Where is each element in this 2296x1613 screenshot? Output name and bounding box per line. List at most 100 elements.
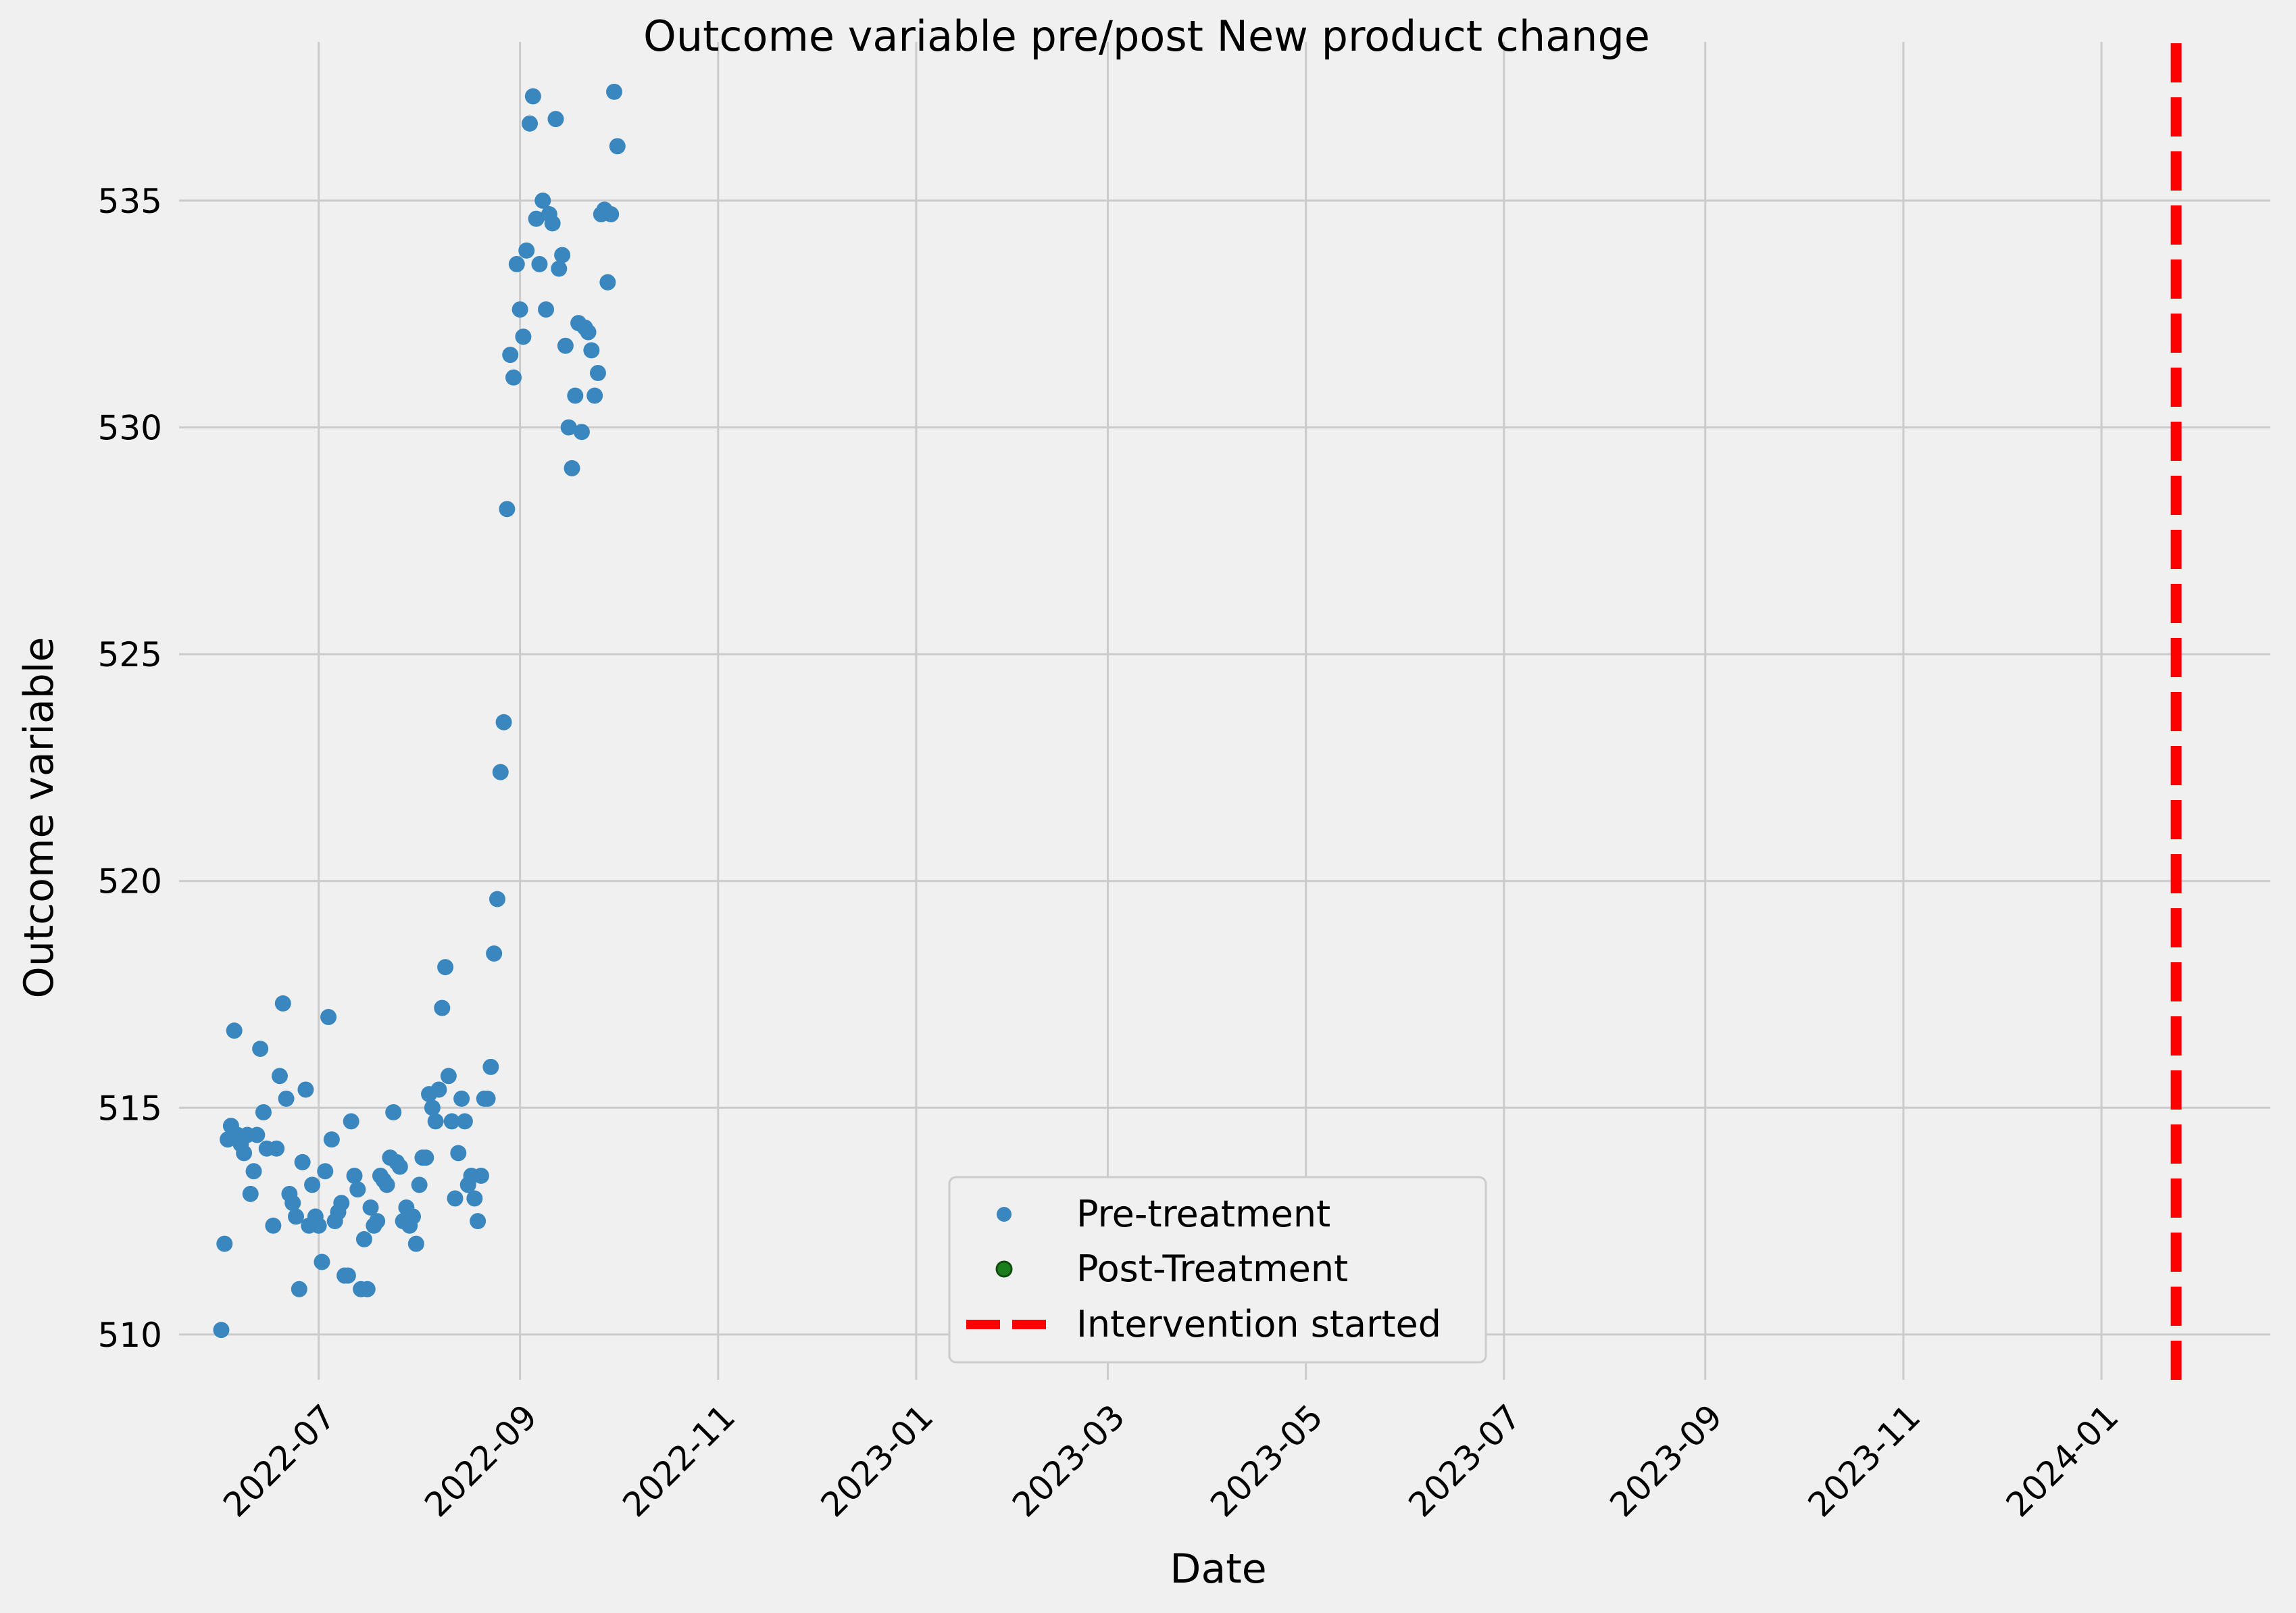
- data-point: [294, 1153, 311, 1170]
- legend-label-intervention: Intervention started: [1076, 1303, 1441, 1345]
- data-point: [317, 1163, 334, 1180]
- data-point: [274, 995, 291, 1012]
- y-tick-label: 525: [98, 635, 162, 674]
- y-axis-ticks: 510 515 520 525 530 535: [98, 182, 162, 1355]
- data-point: [252, 1041, 269, 1058]
- data-point: [508, 255, 525, 272]
- data-point: [573, 424, 590, 441]
- data-points: [213, 83, 626, 1339]
- data-point: [583, 342, 600, 359]
- data-point: [599, 274, 616, 291]
- data-point: [495, 714, 512, 730]
- data-point: [385, 1104, 402, 1120]
- legend: Pre-treatment Post-Treatment Interventio…: [948, 1176, 1487, 1364]
- x-tick-label: 2023-07: [1401, 1397, 1529, 1524]
- data-point: [564, 460, 580, 476]
- data-point: [567, 387, 584, 404]
- data-point: [236, 1145, 253, 1162]
- data-point: [486, 945, 503, 962]
- data-point: [482, 1058, 499, 1075]
- data-point: [450, 1145, 467, 1162]
- data-point: [603, 206, 620, 223]
- y-tick-label: 535: [98, 182, 162, 221]
- data-point: [522, 115, 539, 132]
- data-point: [320, 1009, 337, 1026]
- data-point: [515, 328, 532, 345]
- y-tick-label: 530: [98, 409, 162, 448]
- data-point: [407, 1235, 424, 1252]
- data-point: [405, 1208, 422, 1225]
- data-point: [333, 1195, 350, 1212]
- legend-marker-post-treatment: [995, 1260, 1013, 1278]
- data-point: [489, 891, 505, 908]
- data-point: [505, 369, 522, 386]
- data-point: [355, 1231, 372, 1247]
- data-point: [538, 301, 555, 318]
- data-point: [288, 1208, 305, 1225]
- data-point: [443, 1113, 460, 1130]
- data-point: [213, 1322, 230, 1339]
- data-point: [304, 1176, 321, 1193]
- data-point: [502, 347, 519, 364]
- data-point: [314, 1254, 330, 1270]
- data-point: [554, 247, 571, 264]
- y-tick-label: 510: [98, 1316, 162, 1355]
- data-point: [472, 1167, 489, 1184]
- data-point: [511, 301, 528, 318]
- x-tick-label: 2022-07: [216, 1397, 343, 1524]
- data-point: [440, 1068, 457, 1085]
- data-point: [284, 1195, 301, 1212]
- data-point: [226, 1022, 243, 1039]
- data-point: [291, 1281, 307, 1297]
- data-point: [427, 1113, 444, 1130]
- data-point: [544, 215, 561, 232]
- x-tick-label: 2022-09: [417, 1397, 545, 1524]
- data-point: [359, 1281, 376, 1297]
- data-point: [268, 1140, 285, 1157]
- grid: [179, 42, 2270, 1380]
- y-tick-label: 515: [98, 1089, 162, 1128]
- data-point: [547, 111, 564, 128]
- data-point: [605, 83, 622, 100]
- legend-label-post-treatment: Post-Treatment: [1076, 1247, 1348, 1290]
- data-point: [323, 1131, 340, 1148]
- data-point: [346, 1167, 363, 1184]
- x-tick-label: 2024-01: [1999, 1397, 2126, 1524]
- data-point: [580, 324, 597, 341]
- data-point: [278, 1090, 295, 1107]
- data-point: [466, 1190, 483, 1207]
- data-point: [424, 1099, 441, 1116]
- x-tick-label: 2023-11: [1801, 1397, 1928, 1524]
- data-point: [609, 138, 626, 155]
- data-point: [518, 242, 535, 259]
- data-point: [534, 192, 551, 209]
- chart-title: Outcome variable pre/post New product ch…: [643, 11, 1650, 61]
- data-point: [418, 1149, 434, 1166]
- data-point: [391, 1158, 408, 1175]
- data-point: [589, 364, 606, 381]
- data-point: [271, 1068, 288, 1085]
- data-point: [310, 1217, 327, 1234]
- data-point: [551, 260, 568, 277]
- data-point: [447, 1190, 464, 1207]
- data-point: [245, 1163, 262, 1180]
- x-tick-label: 2023-09: [1603, 1397, 1730, 1524]
- data-point: [242, 1185, 259, 1202]
- data-point: [349, 1181, 366, 1198]
- data-point: [249, 1126, 266, 1143]
- x-axis-title: Date: [1170, 1545, 1266, 1593]
- x-axis-ticks: 2022-07 2022-09 2022-11 2023-01 2023-03 2023-…: [216, 1397, 2126, 1524]
- data-point: [434, 999, 451, 1016]
- data-point: [369, 1213, 386, 1230]
- data-point: [499, 501, 516, 518]
- legend-frame: [948, 1176, 1487, 1364]
- data-point: [453, 1090, 470, 1107]
- data-point: [297, 1081, 314, 1098]
- y-tick-label: 520: [98, 862, 162, 901]
- data-point: [430, 1081, 447, 1098]
- data-point: [560, 419, 577, 436]
- data-point: [479, 1090, 496, 1107]
- y-axis-title: Outcome variable: [16, 637, 63, 999]
